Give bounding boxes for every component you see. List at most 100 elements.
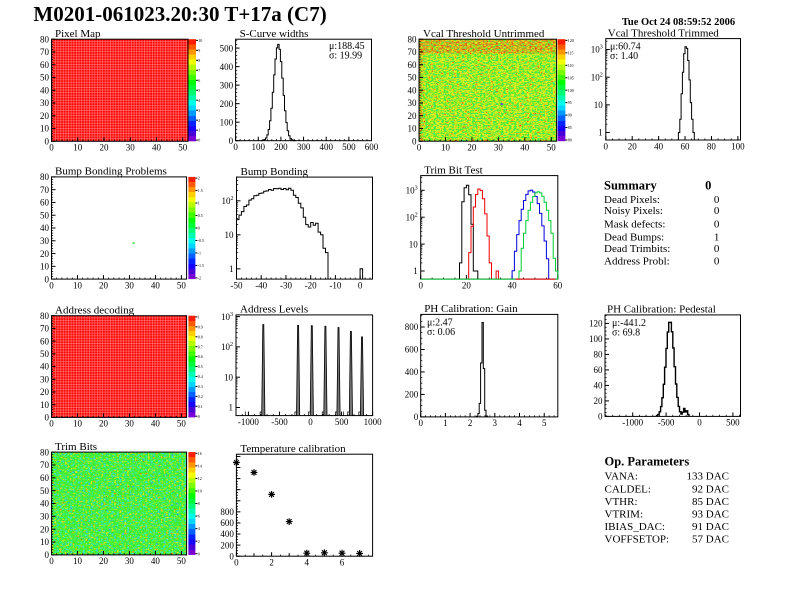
svg-text:600: 600 [220,518,234,528]
svg-text:20: 20 [40,387,50,397]
svg-text:10: 10 [40,124,50,134]
svg-text:0: 0 [45,137,50,147]
svg-text:800: 800 [405,322,419,332]
svg-text:100: 100 [731,141,745,151]
svg-text:0.5: 0.5 [198,213,203,218]
svg-text:60: 60 [408,60,418,70]
svg-text:500: 500 [335,417,349,427]
svg-text:4: 4 [198,526,200,531]
svg-text:0: 0 [49,419,54,429]
svg-text:50: 50 [547,143,557,153]
svg-text:0: 0 [229,551,234,561]
svg-text:60: 60 [681,141,691,151]
svg-text:2: 2 [198,176,200,181]
svg-text:0: 0 [234,558,239,568]
svg-text:300: 300 [297,142,311,152]
svg-text:400: 400 [319,142,333,152]
svg-text:20: 20 [467,143,477,153]
svg-text:0: 0 [358,280,363,290]
svg-text:0.6: 0.6 [198,354,203,359]
svg-text:50: 50 [408,73,418,83]
svg-text:20: 20 [99,556,109,566]
svg-text:92 DAC: 92 DAC [692,483,729,495]
svg-text:6: 6 [198,78,200,83]
svg-text:-40: -40 [255,280,267,290]
svg-text:30: 30 [40,512,50,522]
svg-text:-1000: -1000 [622,418,643,428]
svg-text:1: 1 [443,418,448,428]
svg-text:60: 60 [40,473,50,483]
svg-text:1: 1 [198,201,200,206]
svg-text:0: 0 [308,417,313,427]
svg-text:10: 10 [40,400,50,410]
svg-text:1: 1 [198,128,200,133]
svg-text:70: 70 [40,460,50,470]
svg-text:μ:60.74: μ:60.74 [610,42,641,53]
svg-text:60: 60 [40,60,50,70]
svg-text:20: 20 [594,396,604,406]
svg-text:10: 10 [73,556,83,566]
svg-text:40: 40 [594,381,604,391]
svg-text:PH Calibration: Pedestal: PH Calibration: Pedestal [607,304,716,316]
svg-text:80: 80 [594,350,604,360]
svg-text:30: 30 [126,143,136,153]
svg-text:10: 10 [40,262,50,272]
svg-text:10: 10 [441,143,451,153]
svg-text:-20: -20 [305,280,317,290]
svg-text:-0.5: -0.5 [198,238,204,243]
svg-text:50: 50 [178,143,188,153]
svg-text:85 DAC: 85 DAC [692,496,729,508]
svg-text:Op. Parameters: Op. Parameters [605,455,690,469]
svg-text:1: 1 [198,315,200,320]
svg-text:600: 600 [365,142,379,152]
svg-text:0: 0 [233,142,238,152]
svg-text:10: 10 [409,239,419,249]
svg-text:0: 0 [714,219,720,231]
svg-text:30: 30 [125,280,135,290]
svg-text:20: 20 [462,280,472,290]
svg-text:Dead Trimbits:: Dead Trimbits: [604,243,670,255]
svg-text:60: 60 [553,280,563,290]
svg-text:102: 102 [221,196,233,206]
svg-text:110: 110 [568,63,574,68]
svg-text:40: 40 [408,85,418,95]
svg-text:Dead Bumps:: Dead Bumps: [604,231,664,243]
svg-text:50: 50 [40,210,50,220]
svg-text:4: 4 [305,558,310,568]
svg-text:-10: -10 [329,280,341,290]
svg-text:0: 0 [198,138,200,143]
svg-text:4: 4 [198,98,200,103]
svg-text:70: 70 [408,47,418,57]
svg-text:0: 0 [45,550,50,560]
svg-text:0: 0 [198,551,200,556]
svg-text:0.4: 0.4 [198,374,203,379]
svg-text:100: 100 [568,88,574,93]
svg-text:PH Calibration: Gain: PH Calibration: Gain [424,303,518,315]
svg-text:0: 0 [45,413,50,423]
svg-text:93 DAC: 93 DAC [692,509,729,521]
svg-text:20: 20 [408,111,418,121]
svg-text:1.5: 1.5 [198,188,203,193]
svg-text:120: 120 [589,319,603,329]
svg-text:Address Levels: Address Levels [240,304,308,316]
svg-text:20: 20 [100,143,110,153]
svg-text:σ: 69.8: σ: 69.8 [612,327,640,338]
svg-text:Temperature calibration: Temperature calibration [240,443,346,455]
svg-text:μ:188.45: μ:188.45 [329,41,365,52]
svg-text:0: 0 [604,141,609,151]
svg-text:40: 40 [40,223,50,233]
svg-text:80: 80 [707,141,717,151]
svg-text:103: 103 [406,186,418,196]
svg-text:50: 50 [40,486,50,496]
svg-text:σ: 0.06: σ: 0.06 [427,327,455,338]
svg-text:2: 2 [198,118,200,123]
svg-text:-500: -500 [271,417,288,427]
svg-text:0: 0 [198,226,200,231]
svg-text:70: 70 [40,324,50,334]
svg-text:0: 0 [714,256,720,268]
svg-text:50: 50 [177,419,187,429]
svg-text:200: 200 [405,390,419,400]
svg-text:0.9: 0.9 [198,324,203,329]
svg-text:30: 30 [40,375,50,385]
svg-text:0: 0 [45,274,50,284]
